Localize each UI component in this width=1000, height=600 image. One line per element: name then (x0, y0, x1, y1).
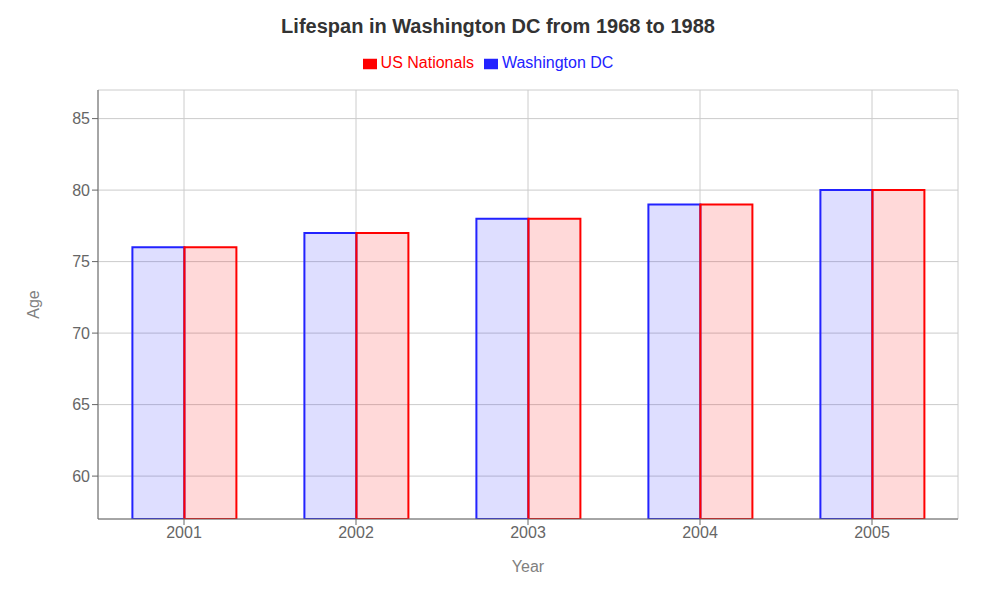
html-text:Lifespan in Washington DC from: Lifespan in Washington DC from 1968 to 1… (281, 15, 715, 37)
svg-text:65: 65 (72, 396, 90, 413)
svg-text:Year: Year (512, 558, 545, 575)
svg-text:60: 60 (72, 468, 90, 485)
html-text:US Nationals: US Nationals (380, 54, 474, 71)
svg-text:85: 85 (72, 110, 90, 127)
svg-text:2003: 2003 (510, 524, 546, 541)
svg-text:2004: 2004 (682, 524, 718, 541)
svg-text:75: 75 (72, 253, 90, 270)
svg-text:80: 80 (72, 182, 90, 199)
svg-text:Age: Age (25, 290, 42, 319)
html-text:Washington DC: Washington DC (502, 54, 614, 71)
svg-text:2005: 2005 (854, 524, 890, 541)
svg-text:2002: 2002 (338, 524, 374, 541)
svg-text:70: 70 (72, 325, 90, 342)
svg-text:2001: 2001 (166, 524, 202, 541)
